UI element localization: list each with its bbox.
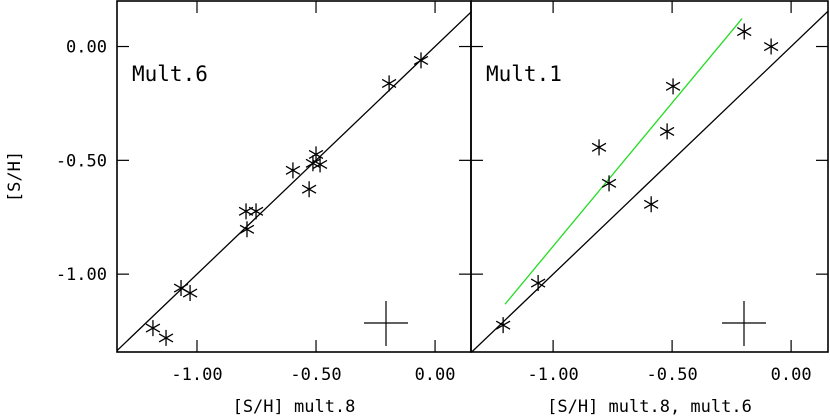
- x-tick-label: 0.00: [771, 365, 812, 385]
- error-cross: [364, 301, 408, 346]
- point: [659, 123, 675, 140]
- x-tick-label: 0.00: [415, 365, 456, 385]
- point: [308, 146, 324, 163]
- point: [182, 285, 198, 302]
- plot-area: [471, 10, 828, 352]
- point: [413, 52, 429, 69]
- point: [239, 221, 255, 238]
- y-axis-label: [S/H]: [5, 151, 25, 202]
- panel-label: Mult.1: [486, 62, 562, 86]
- point: [665, 78, 681, 95]
- x-tick-label: -1.00: [171, 365, 222, 385]
- y-tick-label: -0.50: [56, 151, 107, 171]
- reference-line: [471, 10, 828, 352]
- y-tick-label: -1.00: [56, 265, 107, 285]
- point: [381, 75, 397, 92]
- point: [301, 181, 317, 198]
- point: [495, 317, 511, 334]
- point: [763, 38, 779, 55]
- point: [285, 162, 301, 179]
- reference-line: [504, 18, 743, 305]
- point: [736, 23, 752, 40]
- point: [158, 329, 174, 346]
- point: [530, 275, 546, 292]
- x-axis-label: [S/H] mult.8: [233, 397, 356, 417]
- x-tick-label: -0.50: [290, 365, 341, 385]
- panel-label: Mult.6: [132, 62, 208, 86]
- reference-line: [117, 11, 471, 352]
- point: [312, 156, 328, 173]
- point: [238, 203, 254, 220]
- plot-area: [117, 11, 471, 352]
- point: [145, 320, 161, 337]
- x-tick-label: -0.50: [647, 365, 698, 385]
- y-tick-label: 0.00: [66, 38, 107, 58]
- plot-frame: [470, 0, 829, 353]
- point: [591, 139, 607, 156]
- x-axis-label: [S/H] mult.8, mult.6: [547, 397, 752, 417]
- point: [643, 196, 659, 213]
- x-tick-label: -1.00: [528, 365, 579, 385]
- point: [248, 203, 264, 220]
- point: [601, 175, 617, 192]
- error-cross: [722, 301, 766, 346]
